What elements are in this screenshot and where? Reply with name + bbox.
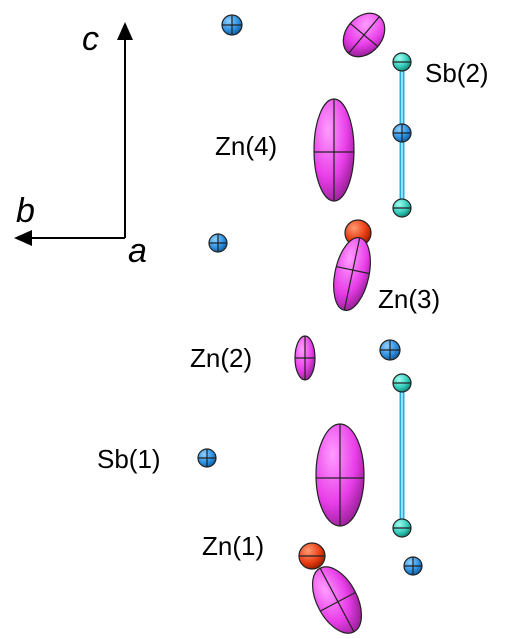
a-label: a (128, 232, 147, 270)
b-arrow (14, 230, 32, 246)
axes: c b a (14, 20, 147, 270)
atom-label: Zn(1) (202, 531, 264, 561)
zn-atom (316, 424, 364, 526)
atom-label: Zn(2) (190, 343, 252, 373)
sb-atom (393, 53, 411, 71)
atom-label: Sb(2) (425, 58, 489, 88)
zn-atom (335, 5, 393, 65)
atom-label: Zn(4) (215, 131, 277, 161)
structure-diagram: c b a Sb(2) Zn(4) Zn(3) Zn(2) Sb(1) Zn(1… (0, 0, 519, 634)
sb-atom (222, 15, 242, 35)
zn-atom (299, 543, 325, 569)
atom-label: Sb(1) (97, 444, 161, 474)
c-label: c (82, 20, 99, 58)
zn-atom (302, 559, 371, 634)
b-label: b (16, 192, 35, 230)
zn-atom (295, 336, 315, 380)
zn-atom (328, 234, 377, 313)
zn-atom (314, 99, 354, 201)
sb-atom (393, 199, 411, 217)
sb-atom (393, 519, 411, 537)
sb-atom (198, 449, 216, 467)
sb-atom (393, 374, 411, 392)
sb-atom (404, 557, 422, 575)
c-arrow (117, 22, 133, 40)
atom-label: Zn(3) (378, 284, 440, 314)
sb-atom (209, 234, 227, 252)
sb-atom (393, 124, 411, 142)
sb-atom (380, 340, 400, 360)
